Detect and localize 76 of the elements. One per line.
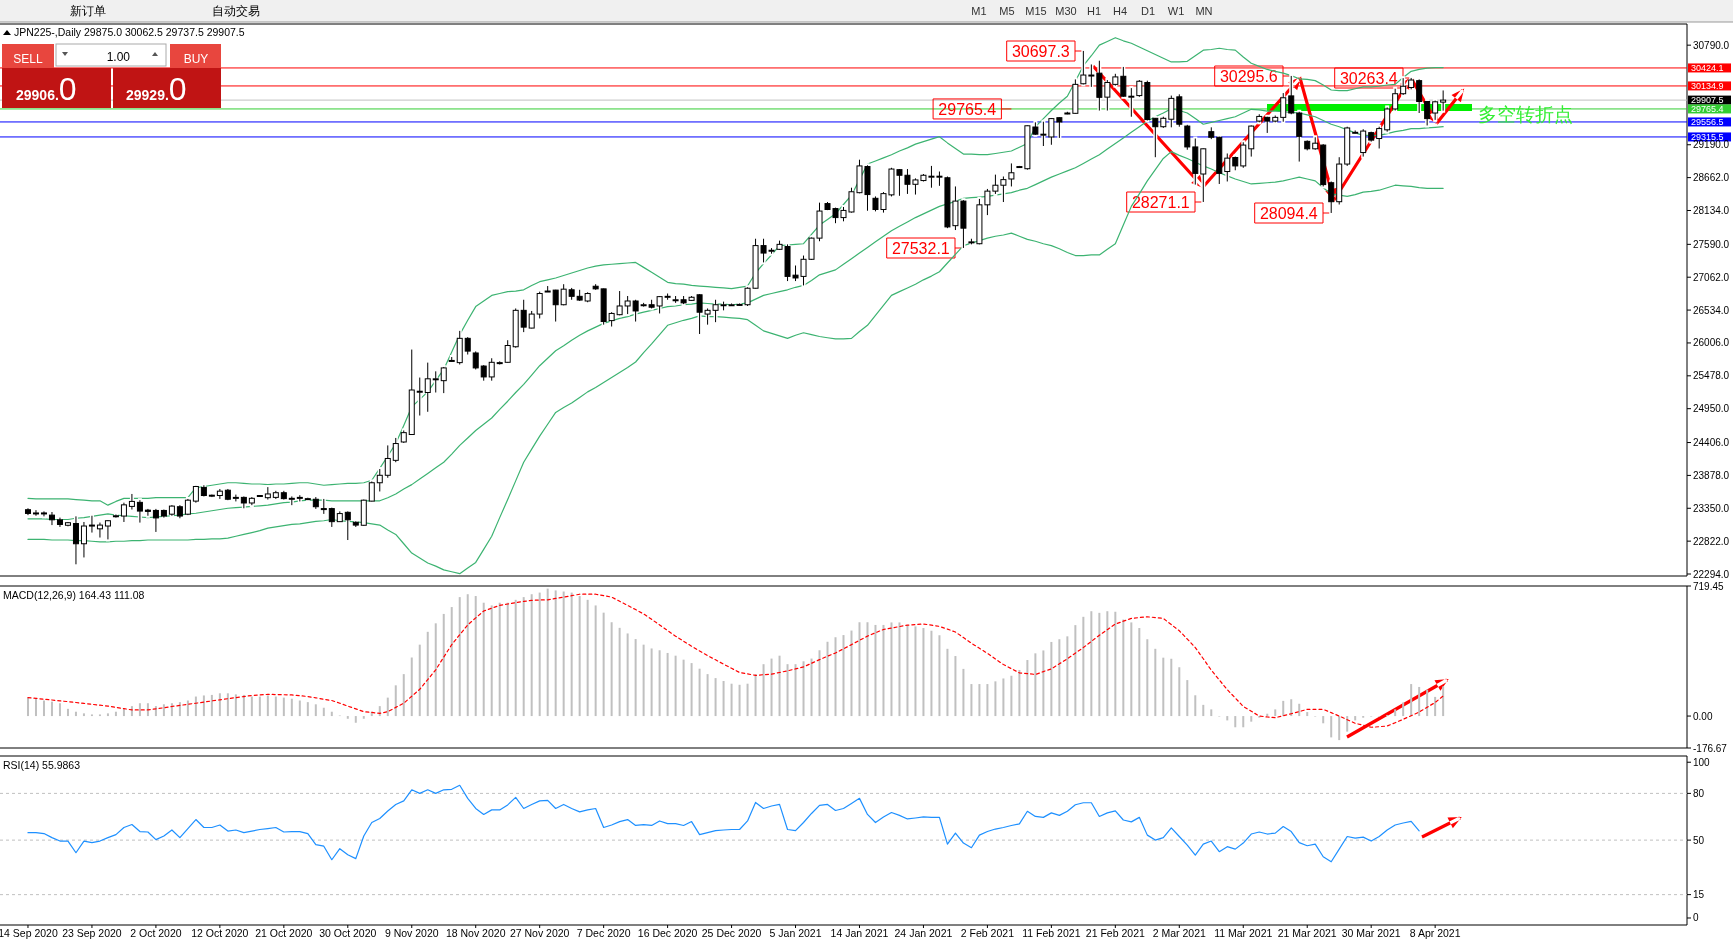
text: H4 bbox=[1112, 5, 1128, 17]
y-tick-label: 27062.0 bbox=[1693, 271, 1730, 283]
x-tick-label: 25 Dec 2020 bbox=[701, 927, 762, 939]
y-tick-label: 28134.0 bbox=[1693, 204, 1730, 216]
annotation: 29906.0 bbox=[16, 71, 77, 107]
y-tick-label: 24950.0 bbox=[1693, 403, 1730, 415]
text: MN bbox=[1195, 5, 1213, 17]
chart-title: MACD(12,26,9) 164.43 111.08 bbox=[3, 589, 145, 601]
annotation: 1.00 bbox=[106, 50, 131, 64]
y-tick-label: 719.45 bbox=[1693, 580, 1725, 592]
x-tick-label: 5 Jan 2021 bbox=[769, 927, 822, 939]
x-tick-label: 9 Nov 2020 bbox=[384, 927, 439, 939]
text: M30 bbox=[1055, 5, 1077, 17]
text: 自动交易 bbox=[212, 4, 260, 18]
text: M15 bbox=[1025, 5, 1047, 17]
x-tick-label: 18 Nov 2020 bbox=[445, 927, 506, 939]
y-tick-label: 26006.0 bbox=[1693, 337, 1730, 349]
y-tick-label: 24406.0 bbox=[1693, 437, 1730, 449]
annotation: 30697.3 bbox=[1011, 43, 1070, 60]
x-tick-label: 23 Sep 2020 bbox=[62, 927, 122, 939]
annotation: 29765.4 bbox=[938, 100, 997, 118]
annotation: 29929.0 bbox=[126, 71, 187, 107]
y-tick-label: 26534.0 bbox=[1693, 304, 1730, 316]
y-tick-label: 28662.0 bbox=[1693, 172, 1730, 184]
x-tick-label: 2 Feb 2021 bbox=[960, 927, 1015, 939]
y-tick-label: 0 bbox=[1693, 912, 1699, 924]
y-tick-label: 22822.0 bbox=[1693, 535, 1730, 547]
text: M5 bbox=[999, 5, 1015, 17]
x-tick-label: 27 Nov 2020 bbox=[509, 927, 570, 939]
y-tick-label: 30790.0 bbox=[1693, 39, 1730, 51]
text: M1 bbox=[971, 5, 987, 17]
y-tick-label: 80 bbox=[1693, 787, 1705, 799]
text: 新订单 bbox=[70, 4, 106, 18]
x-tick-label: 30 Mar 2021 bbox=[1341, 927, 1401, 939]
x-tick-label: 24 Jan 2021 bbox=[894, 927, 953, 939]
y-tick-label: -176.67 bbox=[1693, 742, 1728, 754]
y-tick-label: 23878.0 bbox=[1693, 469, 1730, 481]
annotation: 27532.1 bbox=[891, 240, 950, 257]
y-tick-label: 23350.0 bbox=[1693, 502, 1730, 514]
annotation: 多空转折点 bbox=[1478, 104, 1573, 125]
annotation: 28271.1 bbox=[1131, 194, 1190, 211]
ref-line-label: 29765.4 bbox=[1691, 104, 1724, 115]
y-tick-label: 100 bbox=[1693, 756, 1711, 768]
x-tick-label: 30 Oct 2020 bbox=[319, 927, 377, 939]
ref-line-label: 30424.1 bbox=[1691, 63, 1724, 74]
chart-title: JPN225-,Daily 29875.0 30062.5 29737.5 29907.5 bbox=[14, 26, 245, 38]
x-tick-label: 11 Mar 2021 bbox=[1214, 927, 1273, 939]
text: H1 bbox=[1086, 5, 1102, 17]
annotation: SELL bbox=[13, 52, 43, 66]
x-tick-label: 11 Feb 2021 bbox=[1022, 927, 1081, 939]
x-tick-label: 12 Oct 2020 bbox=[191, 927, 249, 939]
y-tick-label: 25478.0 bbox=[1693, 370, 1730, 382]
x-tick-label: 21 Mar 2021 bbox=[1277, 927, 1337, 939]
chart-title: RSI(14) 55.9863 bbox=[3, 759, 81, 771]
y-tick-label: 50 bbox=[1693, 834, 1705, 846]
ref-line-label: 30134.9 bbox=[1691, 81, 1724, 92]
x-tick-label: 14 Jan 2021 bbox=[830, 927, 889, 939]
x-tick-label: 21 Oct 2020 bbox=[255, 927, 313, 939]
ref-line-label: 29907.5 bbox=[1691, 95, 1724, 106]
y-tick-label: 22294.0 bbox=[1693, 568, 1730, 580]
y-tick-label: 0.00 bbox=[1693, 710, 1713, 722]
text: D1 bbox=[1140, 5, 1156, 17]
x-tick-label: 2 Oct 2020 bbox=[130, 927, 182, 939]
x-tick-label: 8 Apr 2021 bbox=[1409, 927, 1461, 939]
ref-line-label: 29556.5 bbox=[1691, 117, 1724, 128]
x-tick-label: 16 Dec 2020 bbox=[637, 927, 698, 939]
annotation: BUY bbox=[183, 52, 209, 66]
y-tick-label: 27590.0 bbox=[1693, 238, 1730, 250]
annotation: 30263.4 bbox=[1339, 70, 1398, 87]
x-tick-label: 2 Mar 2021 bbox=[1152, 927, 1207, 939]
x-tick-label: 21 Feb 2021 bbox=[1085, 927, 1145, 939]
y-tick-label: 15 bbox=[1693, 889, 1705, 901]
text: W1 bbox=[1167, 5, 1185, 17]
x-tick-label: 7 Dec 2020 bbox=[576, 927, 631, 939]
annotation: 30295.6 bbox=[1219, 68, 1278, 85]
annotation: 28094.4 bbox=[1259, 205, 1318, 222]
